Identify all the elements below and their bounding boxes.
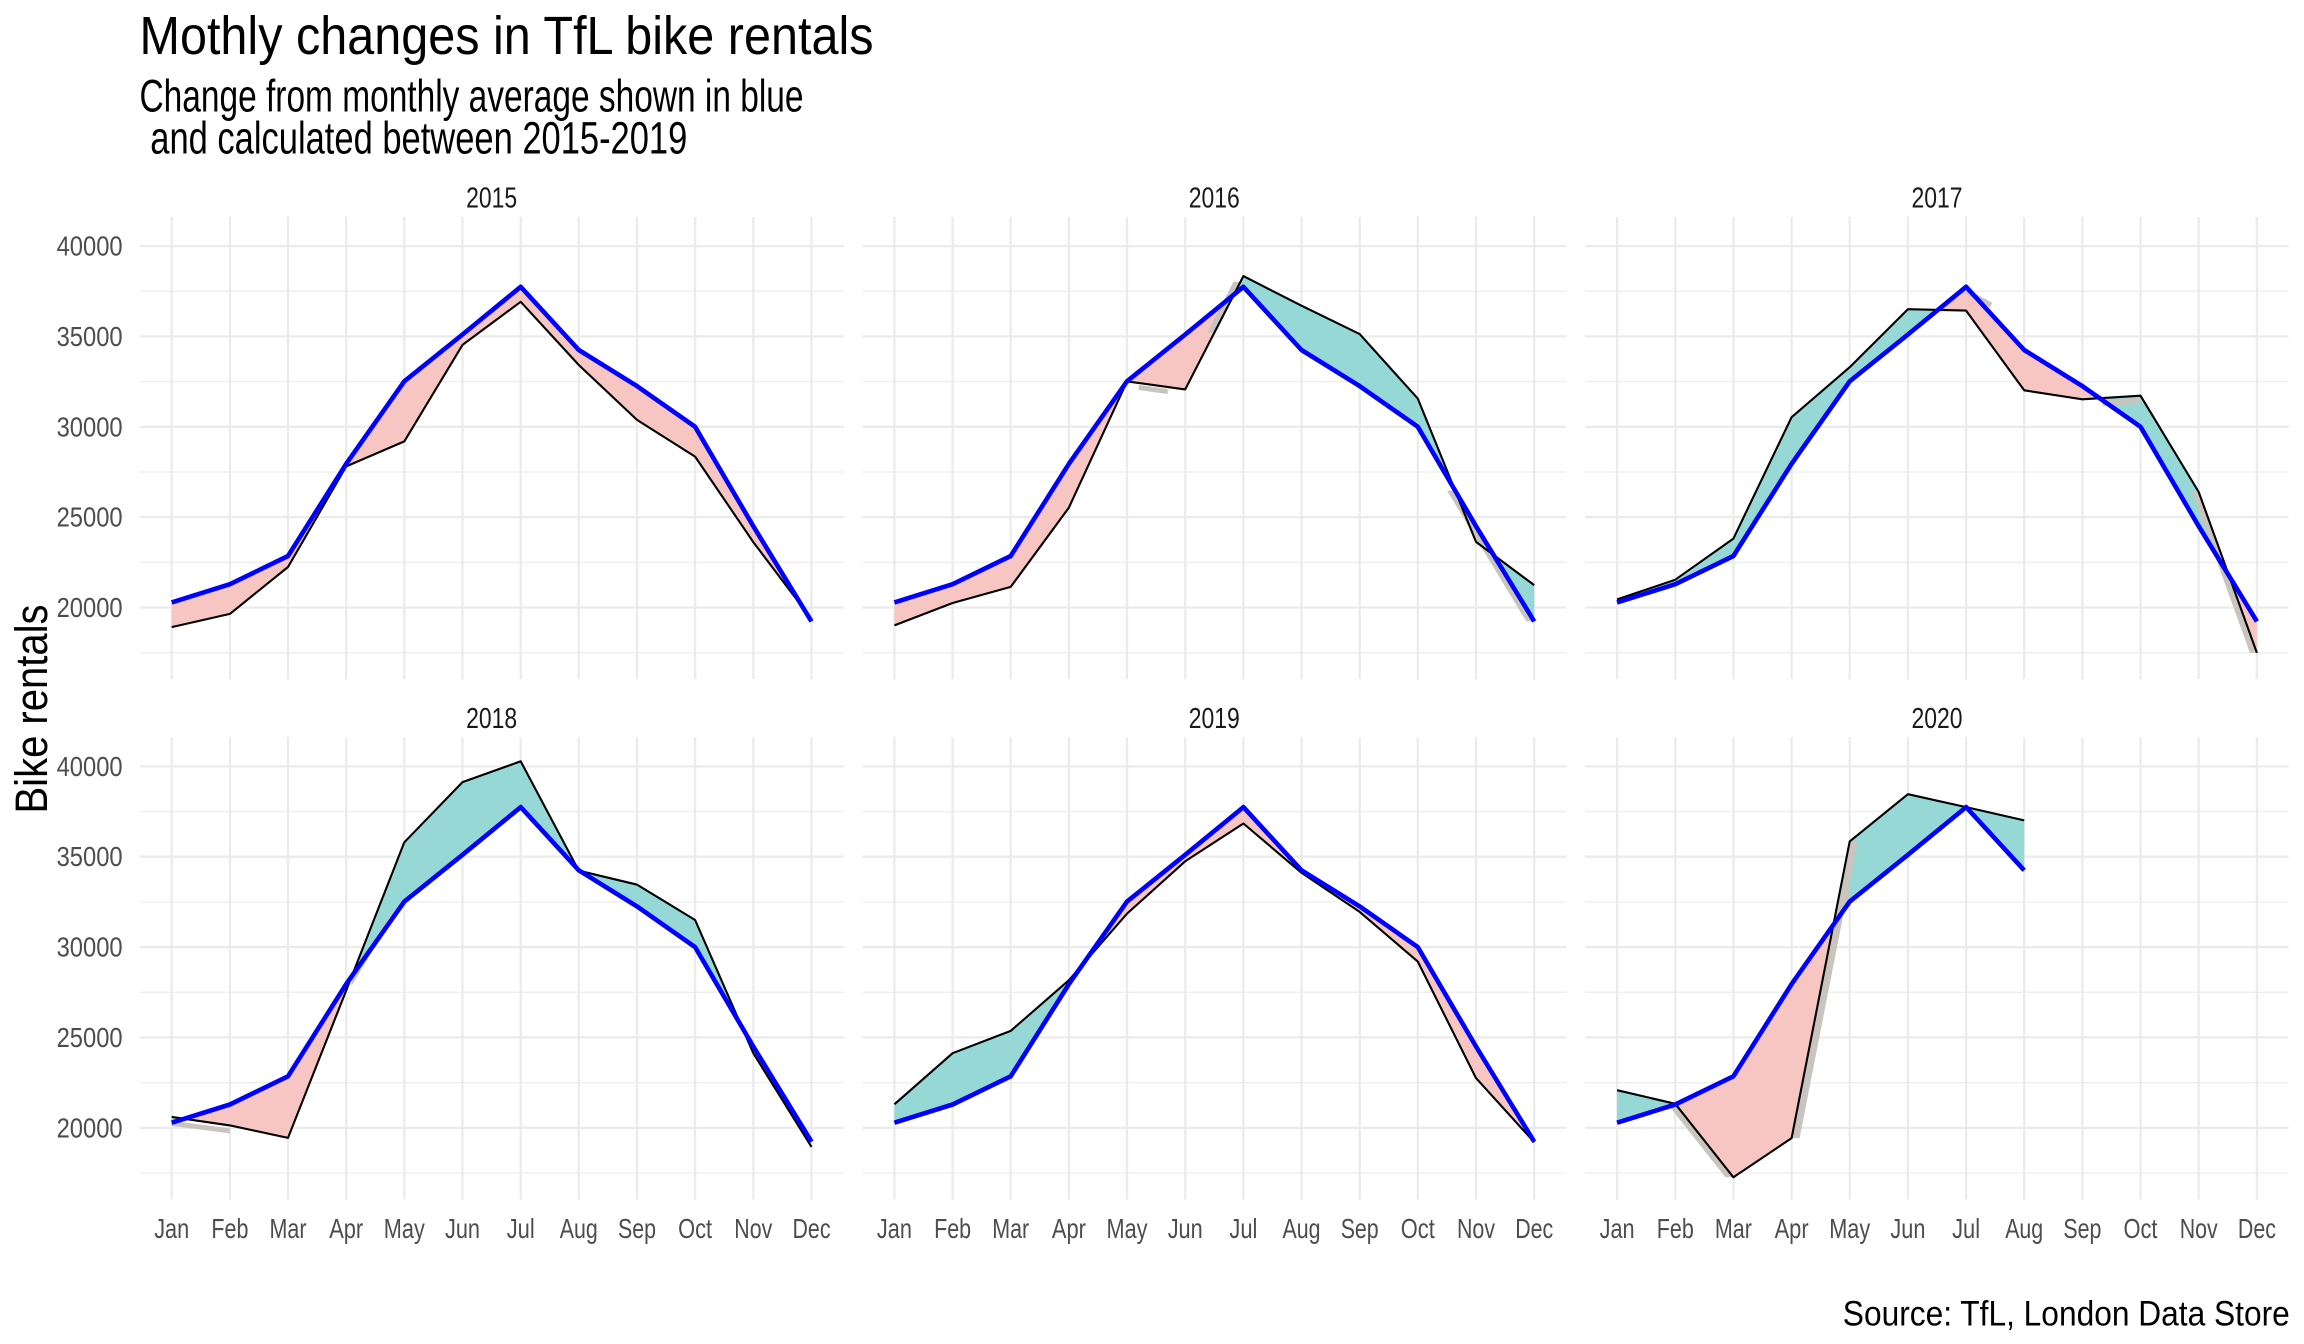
svg-text:Dec: Dec — [793, 1213, 831, 1244]
svg-text:Jul: Jul — [1952, 1213, 1980, 1244]
svg-text:40000: 40000 — [57, 231, 123, 262]
svg-text:May: May — [1829, 1213, 1870, 1244]
svg-text:Nov: Nov — [734, 1213, 772, 1244]
svg-text:Feb: Feb — [211, 1213, 248, 1244]
svg-text:Feb: Feb — [934, 1213, 971, 1244]
svg-text:Aug: Aug — [560, 1213, 598, 1244]
svg-text:20000: 20000 — [57, 1112, 123, 1143]
svg-text:35000: 35000 — [57, 841, 123, 872]
svg-text:Dec: Dec — [1515, 1213, 1553, 1244]
svg-text:Aug: Aug — [1283, 1213, 1321, 1244]
svg-text:Dec: Dec — [2238, 1213, 2276, 1244]
svg-text:Jan: Jan — [154, 1213, 189, 1244]
svg-text:Mothly changes in TfL bike ren: Mothly changes in TfL bike rentals — [140, 7, 874, 66]
svg-text:Jul: Jul — [507, 1213, 535, 1244]
svg-text:Oct: Oct — [1401, 1213, 1435, 1244]
svg-text:Bike rentals: Bike rentals — [6, 605, 57, 814]
svg-text:Apr: Apr — [329, 1213, 363, 1244]
svg-text:Oct: Oct — [678, 1213, 712, 1244]
svg-text:Mar: Mar — [1715, 1213, 1752, 1244]
svg-text:Nov: Nov — [2180, 1213, 2218, 1244]
svg-text:Change from monthly average sh: Change from monthly average shown in blu… — [140, 70, 804, 121]
svg-text:20000: 20000 — [57, 592, 123, 623]
svg-text:30000: 30000 — [57, 411, 123, 442]
svg-text:and calculated between 2015-20: and calculated between 2015-2019 — [150, 112, 687, 163]
svg-text:2015: 2015 — [466, 183, 517, 215]
svg-text:May: May — [1107, 1213, 1148, 1244]
svg-text:Mar: Mar — [992, 1213, 1029, 1244]
svg-text:35000: 35000 — [57, 321, 123, 352]
svg-text:Apr: Apr — [1052, 1213, 1086, 1244]
svg-text:Feb: Feb — [1657, 1213, 1694, 1244]
svg-text:Jun: Jun — [1168, 1213, 1203, 1244]
svg-text:Mar: Mar — [270, 1213, 307, 1244]
svg-text:Sep: Sep — [2063, 1213, 2101, 1244]
svg-text:Apr: Apr — [1775, 1213, 1809, 1244]
svg-text:Jan: Jan — [877, 1213, 912, 1244]
svg-text:2017: 2017 — [1912, 183, 1963, 215]
svg-text:Sep: Sep — [618, 1213, 656, 1244]
svg-text:25000: 25000 — [57, 502, 123, 533]
svg-text:40000: 40000 — [57, 751, 123, 782]
svg-text:Jun: Jun — [445, 1213, 480, 1244]
svg-text:2020: 2020 — [1912, 703, 1963, 735]
svg-text:2019: 2019 — [1189, 703, 1240, 735]
svg-text:30000: 30000 — [57, 932, 123, 963]
svg-text:Oct: Oct — [2124, 1213, 2158, 1244]
svg-text:Jun: Jun — [1890, 1213, 1925, 1244]
svg-text:Jul: Jul — [1229, 1213, 1257, 1244]
svg-text:25000: 25000 — [57, 1022, 123, 1053]
svg-text:Nov: Nov — [1457, 1213, 1495, 1244]
svg-text:2018: 2018 — [466, 703, 517, 735]
svg-text:May: May — [384, 1213, 425, 1244]
svg-text:Source: TfL, London Data Store: Source: TfL, London Data Store — [1843, 1294, 2290, 1333]
svg-text:Jan: Jan — [1600, 1213, 1635, 1244]
svg-text:Aug: Aug — [2005, 1213, 2043, 1244]
svg-text:2016: 2016 — [1189, 183, 1240, 215]
svg-text:Sep: Sep — [1341, 1213, 1379, 1244]
